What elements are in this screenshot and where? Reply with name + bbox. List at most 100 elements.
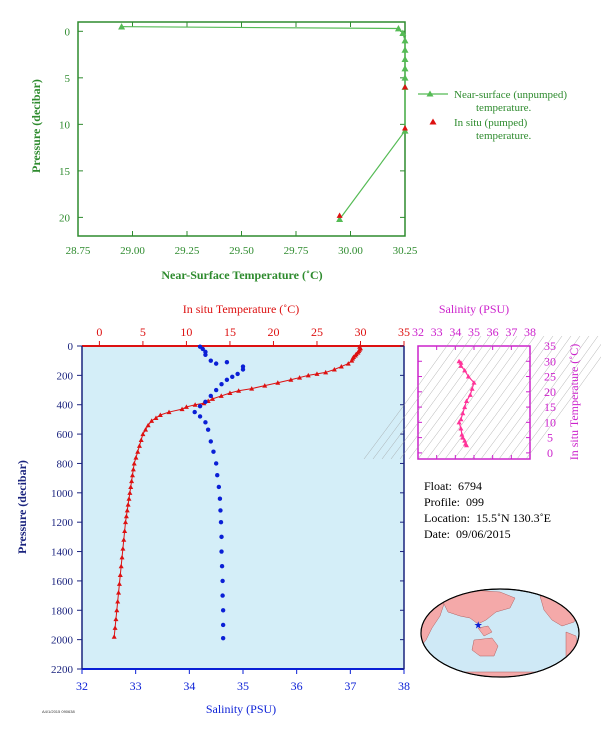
salinity-point [219,564,225,569]
density-contour [525,356,601,460]
temperature-point [111,634,117,639]
temperature-point [131,460,137,466]
ts-point [459,432,465,437]
salinity-point [215,473,220,478]
ts-y-tick-label: 10 [544,415,556,429]
temperature-point [331,366,337,372]
temperature-point [115,598,121,604]
temperature-point [121,537,127,542]
temperature-point [127,490,133,495]
salinity-point [203,399,208,404]
salinity-tick-label: 35 [237,679,249,693]
salinity-point [197,403,203,409]
temperature-point [118,563,124,569]
temperature-point [128,484,134,489]
near-surface-temperature-chart: 28.75 29.00 29.25 29.50 29.75 30.00 30.25 0 5 10 1… [29,21,567,282]
temperature-point [116,581,122,586]
ts-point [456,419,462,425]
salinity-point [213,387,219,393]
temperature-point [136,443,142,448]
ts-x-tick-label: 32 [412,325,424,339]
temperature-tick-label: 5 [140,325,146,339]
pumped-point [402,125,408,131]
x-tick-label: 30.25 [393,245,418,257]
salinity-tick-label: 32 [76,679,88,693]
temperature-point [114,607,120,613]
ts-point [462,404,468,410]
density-contour [507,335,599,460]
salinity-point [219,381,224,387]
ts-x-tick-label: 35 [468,325,480,339]
temperature-axis-label: In situ Temperature (˚C) [183,302,300,316]
ts-point [460,435,466,440]
density-contour [444,335,536,460]
temperature-point [218,393,224,398]
y-tick-label: 15 [59,166,71,178]
density-contour [381,335,473,460]
legend-pumped-label: In situ (pumped) temperature. [454,117,532,142]
temperature-point [129,478,135,484]
profile-row: Profile: 099 [424,494,551,510]
salinity-point [240,367,246,372]
y-tick-label: 10 [59,119,71,131]
temperature-point [345,361,351,366]
pressure-tick-label: 600 [57,429,74,441]
top-legend: Near-surface (unpumped) temperature. In s… [418,89,567,142]
pressure-tick-label: 0 [68,341,74,353]
date-row: Date: 09/06/2015 [424,526,551,542]
legend-unpumped-label: Near-surface (unpumped) temperature. [454,89,567,114]
unpumped-point [401,46,409,53]
salinity-tick-label: 38 [398,679,410,693]
ts-y-tick-label: 25 [544,370,556,384]
world-map: ★ [420,588,580,678]
salinity-axis-label: Salinity (PSU) [206,702,276,716]
top-x-axis-label: Near-Surface Temperature (˚C) [161,268,322,282]
density-contour [516,344,601,460]
date-label: Date: [424,527,450,541]
temperature-point [179,406,185,412]
temperature-point [305,372,311,378]
temperature-point [149,418,155,423]
profile-chart: 0 5 10 15 20 25 30 35 32 33 34 35 36 37 38 0 200 400 600 80… [15,302,410,716]
salinity-point [203,420,208,425]
temperature-point [122,528,128,533]
pressure-tick-label: 1000 [51,488,74,500]
temperature-point [249,386,255,391]
temperature-point [157,412,163,418]
temperature-tick-label: 20 [267,325,279,339]
temperature-point [140,431,146,437]
temperature-point [145,422,151,428]
salinity-point [219,549,224,554]
salinity-point [220,622,226,628]
salinity-tick-label: 33 [130,679,142,693]
temperature-point [126,496,132,501]
salinity-tick-label: 34 [183,679,195,693]
temperature-point [338,364,344,369]
float-info: Float: 6794 Profile: 099 Location: 15.5˚… [424,478,551,542]
density-contour [489,335,581,460]
temperature-point [323,369,329,375]
density-contour [462,335,554,460]
ts-x-tick-label: 36 [487,325,499,339]
temperature-point [166,409,172,415]
y-tick-label: 20 [59,212,71,224]
float-label: Float: [424,479,453,493]
x-tick-label: 28.75 [66,245,91,257]
ts-point [458,360,464,365]
density-contour [426,335,518,460]
salinity-tick-label: 37 [344,679,356,693]
unpumped-point [401,55,409,63]
unpumped-point [401,65,409,72]
ts-point [471,380,477,385]
density-contour [471,335,563,460]
ts-y-tick-label: 20 [544,385,556,399]
temperature-point [288,377,294,382]
temperature-tick-label: 0 [96,325,102,339]
temperature-point [262,383,268,388]
unpumped-point [401,74,409,81]
ts-point [467,392,473,397]
salinity-point [213,461,219,466]
unpumped-point [394,25,402,32]
